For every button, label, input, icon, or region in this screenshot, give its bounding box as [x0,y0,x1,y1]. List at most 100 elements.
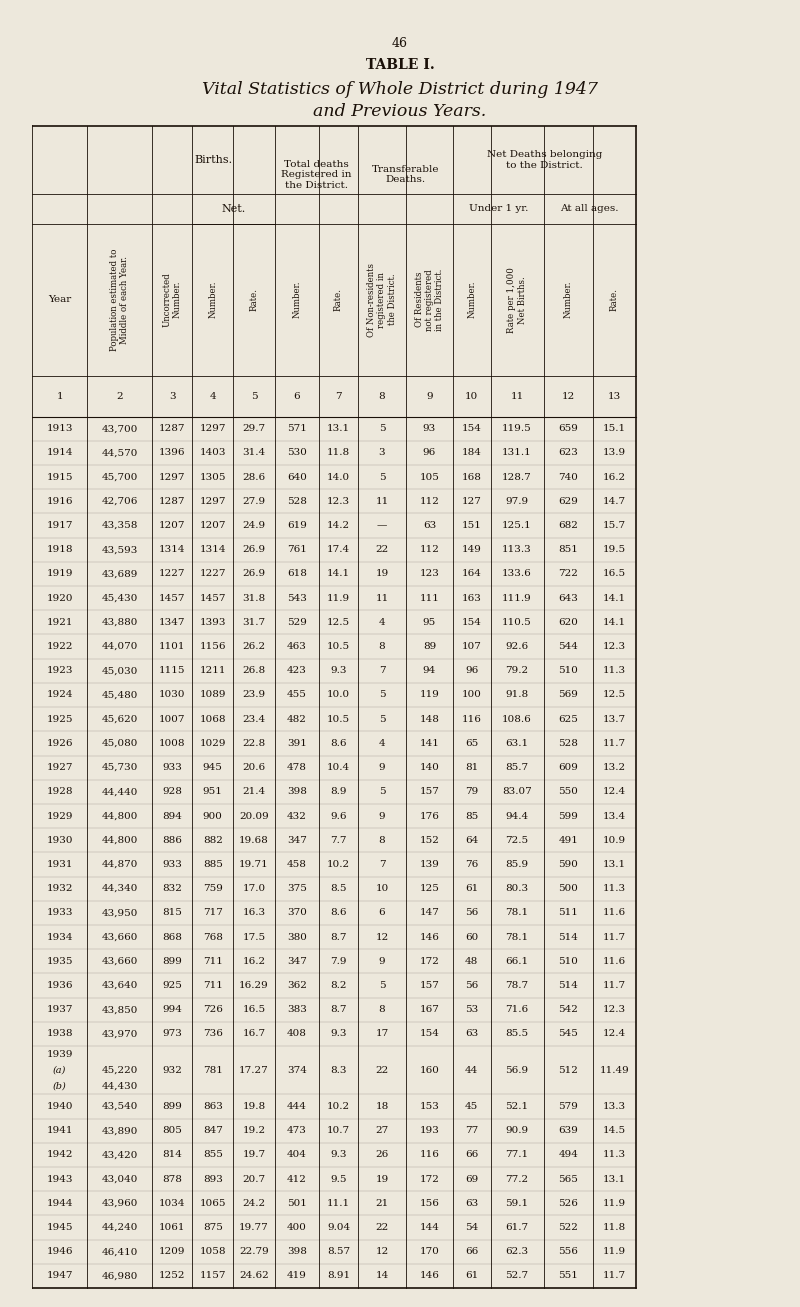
Text: 9.04: 9.04 [327,1223,350,1233]
Text: 3: 3 [378,448,386,457]
Text: 1944: 1944 [46,1199,73,1208]
Text: 8.91: 8.91 [327,1272,350,1281]
Text: 112: 112 [419,497,439,506]
Text: 8.3: 8.3 [330,1065,346,1074]
Text: 1305: 1305 [199,473,226,481]
Text: 1922: 1922 [46,642,73,651]
Text: 147: 147 [419,908,439,918]
Text: 19.71: 19.71 [239,860,269,869]
Text: 80.3: 80.3 [506,884,529,893]
Text: 27.9: 27.9 [242,497,266,506]
Text: 23.9: 23.9 [242,690,266,699]
Text: 590: 590 [558,860,578,869]
Text: 13.1: 13.1 [327,425,350,433]
Text: 79: 79 [465,787,478,796]
Text: 1931: 1931 [46,860,73,869]
Text: 542: 542 [558,1005,578,1014]
Text: 501: 501 [287,1199,307,1208]
Text: Year: Year [48,295,71,305]
Text: Rate.: Rate. [610,288,618,311]
Text: 514: 514 [558,982,578,989]
Text: Vital Statistics of Whole District during 1947: Vital Statistics of Whole District durin… [202,81,598,98]
Text: 682: 682 [558,521,578,531]
Text: 14.7: 14.7 [602,497,626,506]
Text: 9.3: 9.3 [330,1150,346,1159]
Text: 571: 571 [287,425,307,433]
Text: 9: 9 [426,392,433,401]
Text: 528: 528 [558,738,578,748]
Text: 1314: 1314 [199,545,226,554]
Text: 153: 153 [419,1102,439,1111]
Text: 20.6: 20.6 [242,763,266,772]
Text: 875: 875 [202,1223,222,1233]
Text: 851: 851 [558,545,578,554]
Text: 529: 529 [287,618,307,627]
Text: 64: 64 [465,835,478,844]
Text: 26.9: 26.9 [242,570,266,579]
Text: 528: 528 [287,497,307,506]
Text: 1939: 1939 [46,1050,73,1059]
Text: 643: 643 [558,593,578,603]
Text: 43,950: 43,950 [102,908,138,918]
Text: 1314: 1314 [159,545,186,554]
Text: 1211: 1211 [199,667,226,676]
Text: 863: 863 [202,1102,222,1111]
Text: 43,640: 43,640 [102,982,138,989]
Text: 45,430: 45,430 [102,593,138,603]
Text: 973: 973 [162,1030,182,1038]
Text: 184: 184 [462,448,482,457]
Text: 9.6: 9.6 [330,812,346,821]
Text: 91.8: 91.8 [506,690,529,699]
Text: 1393: 1393 [199,618,226,627]
Text: 43,970: 43,970 [102,1030,138,1038]
Text: 140: 140 [419,763,439,772]
Text: 514: 514 [558,933,578,941]
Text: 7: 7 [335,392,342,401]
Text: 9: 9 [378,812,386,821]
Text: 10: 10 [375,884,389,893]
Text: TABLE I.: TABLE I. [366,58,434,72]
Text: 11.9: 11.9 [602,1247,626,1256]
Text: 9.3: 9.3 [330,1030,346,1038]
Text: 63: 63 [465,1030,478,1038]
Text: 22: 22 [375,1065,389,1074]
Text: 14.0: 14.0 [327,473,350,481]
Text: 11: 11 [375,593,389,603]
Text: 16.29: 16.29 [239,982,269,989]
Text: 10.4: 10.4 [327,763,350,772]
Text: 5: 5 [378,982,386,989]
Text: 22.8: 22.8 [242,738,266,748]
Text: 61: 61 [465,1272,478,1281]
Text: 14.2: 14.2 [327,521,350,531]
Text: 146: 146 [419,933,439,941]
Text: 928: 928 [162,787,182,796]
Text: 1934: 1934 [46,933,73,941]
Text: 71.6: 71.6 [506,1005,529,1014]
Text: 8.6: 8.6 [330,738,346,748]
Text: 119.5: 119.5 [502,425,532,433]
Text: 11.3: 11.3 [602,667,626,676]
Text: 933: 933 [162,860,182,869]
Text: 6: 6 [378,908,386,918]
Text: 10.5: 10.5 [327,642,350,651]
Text: 66: 66 [465,1247,478,1256]
Text: 13.9: 13.9 [602,448,626,457]
Text: 1227: 1227 [159,570,186,579]
Text: 620: 620 [558,618,578,627]
Text: 711: 711 [202,982,222,989]
Text: 61.7: 61.7 [506,1223,529,1233]
Text: 12.5: 12.5 [602,690,626,699]
Text: 45,220: 45,220 [102,1065,138,1074]
Text: 510: 510 [558,667,578,676]
Text: 22: 22 [375,1223,389,1233]
Text: 17.4: 17.4 [327,545,350,554]
Text: 1945: 1945 [46,1223,73,1233]
Text: Rate.: Rate. [250,288,258,311]
Text: 14.1: 14.1 [602,618,626,627]
Text: 579: 579 [558,1102,578,1111]
Text: 8: 8 [378,392,386,401]
Text: 893: 893 [202,1175,222,1184]
Text: 152: 152 [419,835,439,844]
Text: 1347: 1347 [159,618,186,627]
Text: 1923: 1923 [46,667,73,676]
